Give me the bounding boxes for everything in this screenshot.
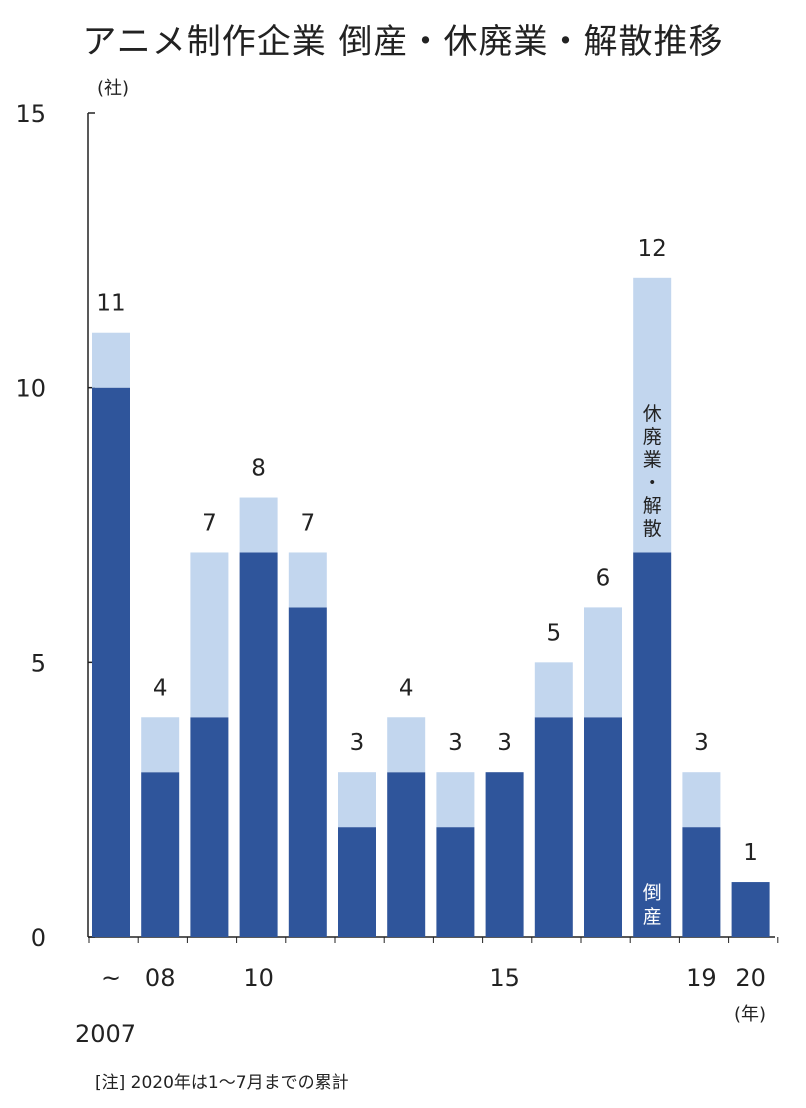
series-label-char: 業 (643, 449, 662, 471)
bar-倒産 (682, 827, 721, 937)
x-tick-label: 10 (243, 964, 274, 992)
data-label-total: 6 (596, 565, 611, 591)
series-label-char: 廃 (643, 426, 662, 448)
bar-倒産 (534, 717, 573, 937)
bar-倒産 (141, 772, 180, 937)
x-axis-unit: (年) (734, 1004, 766, 1025)
bar-休廃業・解散 (534, 662, 573, 718)
bar-休廃業・解散 (682, 772, 721, 828)
footnote: [注] 2020年は1～7月までの累計 (95, 1073, 349, 1093)
bar-倒産 (387, 772, 426, 937)
x-tick-label-year: 2007 (75, 1020, 136, 1048)
x-tick-label: 08 (145, 964, 176, 992)
bar-倒産 (92, 387, 130, 938)
bar-休廃業・解散 (239, 497, 278, 553)
labels: 11 ~4 08 7 8 10 7 3 4 3 3 15 5 6 12 3 19 1 20 2007 (年) 休廃業・解散… (75, 236, 766, 1048)
bar-倒産 (485, 772, 524, 937)
bar-休廃業・解散 (387, 717, 426, 773)
bar-休廃業・解散 (633, 277, 672, 553)
bar-休廃業・解散 (288, 552, 327, 608)
series-label-char: 休 (643, 403, 662, 425)
series-label-char: ・ (643, 472, 662, 494)
bar-倒産 (731, 882, 770, 937)
series-label-char: 解 (643, 495, 662, 517)
bar-倒産 (239, 552, 278, 937)
x-tick-label: 20 (735, 964, 766, 992)
bar-休廃業・解散 (92, 332, 130, 388)
data-label-total: 3 (694, 730, 709, 756)
data-label-total: 3 (350, 730, 365, 756)
data-label-total: 11 (96, 291, 125, 317)
bar-倒産 (436, 827, 475, 937)
bar-休廃業・解散 (338, 772, 376, 828)
bar-休廃業・解散 (584, 607, 622, 718)
data-label-total: 4 (399, 675, 414, 701)
data-label-total: 3 (448, 730, 463, 756)
series-label-char: 産 (643, 906, 662, 928)
x-tick-label: ~ (101, 964, 121, 992)
bar-倒産 (338, 827, 376, 937)
y-axis-unit: (社) (97, 78, 129, 99)
data-label-total: 5 (546, 620, 561, 646)
data-label-total: 7 (300, 510, 315, 536)
series-label-char: 散 (643, 518, 662, 540)
data-label-total: 1 (743, 840, 758, 866)
data-label-total: 4 (153, 675, 168, 701)
y-tick-label: 0 (31, 924, 46, 952)
bar-休廃業・解散 (436, 772, 475, 828)
bar-休廃業・解散 (141, 717, 180, 773)
bar-倒産 (633, 552, 672, 937)
bar-倒産 (288, 607, 327, 937)
y-tick-label: 5 (31, 649, 46, 677)
data-label-total: 8 (251, 456, 266, 482)
chart-title: アニメ制作企業 倒産・休廃業・解散推移 (82, 22, 724, 62)
y-tick-label: 15 (15, 100, 46, 128)
data-label-total: 3 (497, 730, 512, 756)
x-tick-label: 15 (489, 964, 520, 992)
bars (92, 277, 770, 938)
bar-倒産 (190, 717, 229, 937)
x-tick-label: 19 (686, 964, 717, 992)
bar-休廃業・解散 (190, 552, 229, 718)
series-label-char: 倒 (643, 882, 662, 904)
bar-倒産 (584, 717, 622, 937)
y-tick-label: 10 (15, 375, 46, 403)
data-label-total: 12 (638, 236, 667, 262)
data-label-total: 7 (202, 510, 217, 536)
